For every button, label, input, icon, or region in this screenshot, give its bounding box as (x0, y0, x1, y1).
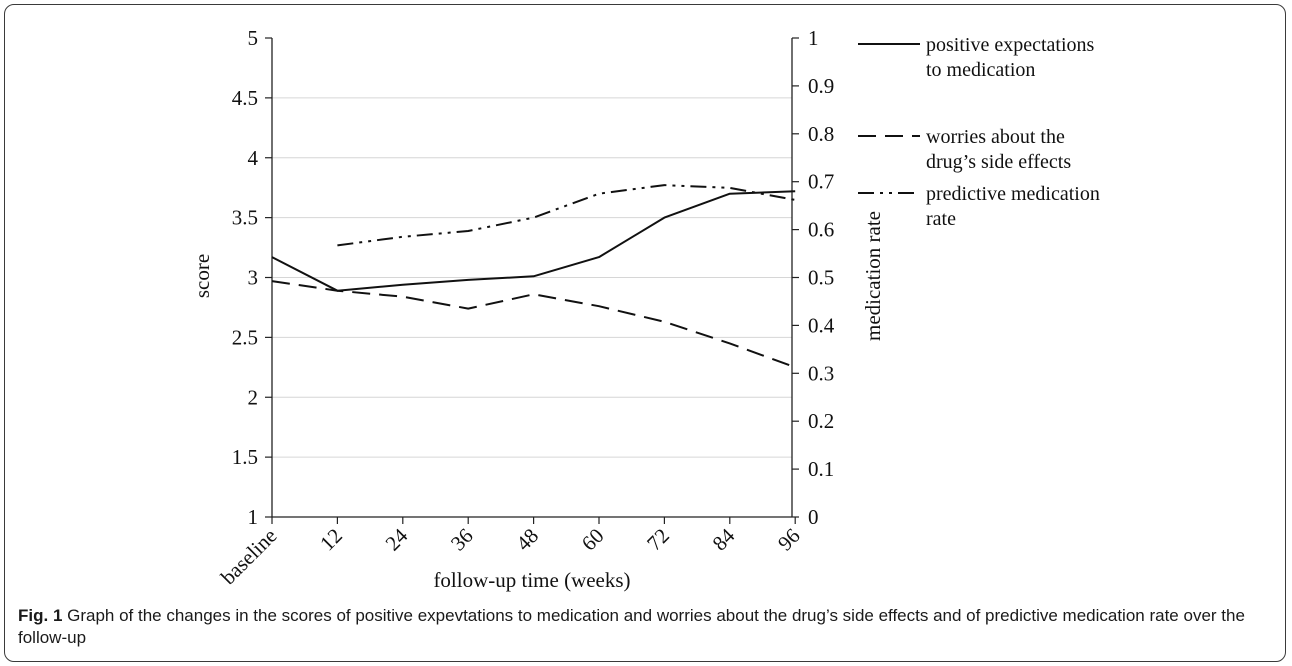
y2-tick-label: 0 (808, 505, 819, 529)
y2-tick-label: 0.2 (808, 409, 834, 433)
x-tick-label: 72 (642, 524, 674, 556)
y-tick-label: 3.5 (232, 206, 258, 230)
y-tick-label: 2.5 (232, 325, 258, 349)
y2-tick-label: 0.4 (808, 313, 835, 337)
x-tick-label: 84 (708, 523, 740, 555)
x-tick-label: 36 (446, 524, 478, 556)
y2-tick-label: 1 (808, 26, 819, 50)
x-tick-label: 96 (773, 524, 805, 556)
figure-caption: Fig. 1 Graph of the changes in the score… (18, 605, 1268, 649)
axes (265, 37, 799, 524)
y-tick-label: 5 (248, 26, 259, 50)
gridlines (272, 97, 792, 458)
caption-label: Fig. 1 (18, 606, 63, 625)
y2-tick-label: 0.5 (808, 266, 834, 290)
y2-tick-label: 0.3 (808, 361, 834, 385)
series-lines (271, 184, 796, 369)
legend-label: positive expectations (926, 34, 1095, 56)
y2-tick-label: 0.6 (808, 218, 834, 242)
y2-tick-label: 0.1 (808, 457, 834, 481)
legend-label: predictive medication (926, 183, 1100, 205)
line-chart: 1 1.5 2 2.5 3 3.5 4 4.5 5 0 0.1 0.2 0.3 0.4 0.5 0.6 0.7 0… (190, 26, 1100, 592)
x-tick-label: baseline (216, 524, 282, 590)
legend: positive expectations to medication worrie… (858, 34, 1100, 230)
y-axis-title: score (190, 254, 214, 298)
y-tick-label: 4 (248, 146, 259, 170)
x-tick-label: 60 (577, 524, 609, 556)
legend-label: drug’s side effects (926, 151, 1071, 173)
y2-tick-label: 0.8 (808, 122, 834, 146)
legend-label: to medication (926, 59, 1035, 81)
y2-axis-title: medication rate (861, 211, 885, 341)
tick-labels: 1 1.5 2 2.5 3 3.5 4 4.5 5 0 0.1 0.2 0.3 0.4 0.5 0.6 0.7 0… (216, 26, 835, 589)
y-tick-label: 3 (248, 266, 259, 290)
caption-text: Graph of the changes in the scores of po… (18, 606, 1245, 647)
x-tick-label: 48 (511, 524, 543, 556)
series-line-1 (271, 190, 796, 292)
y2-tick-label: 0.7 (808, 170, 834, 194)
legend-label: rate (926, 208, 956, 230)
figure-frame (4, 4, 1286, 662)
series-line-2 (271, 280, 796, 369)
x-tick-label: 12 (315, 524, 347, 556)
y-tick-label: 2 (248, 385, 259, 409)
y2-tick-label: 0.9 (808, 74, 834, 98)
y-tick-label: 1 (248, 505, 259, 529)
x-tick-label: 24 (381, 523, 413, 555)
x-axis-title: follow-up time (weeks) (433, 568, 630, 592)
legend-label: worries about the (926, 126, 1065, 148)
y-tick-label: 4.5 (232, 86, 258, 110)
series-line-3 (337, 184, 796, 247)
y-tick-label: 1.5 (232, 445, 258, 469)
